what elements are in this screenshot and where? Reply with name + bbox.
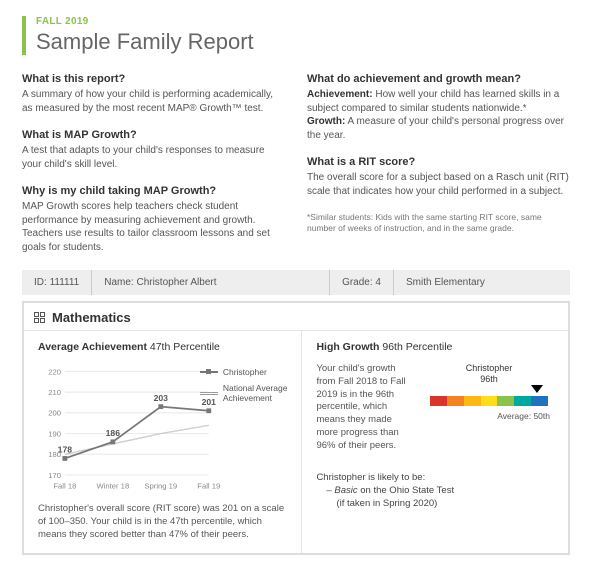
faq-columns: What is this report? A summary of how yo… bbox=[22, 73, 570, 254]
faq-q: What is MAP Growth? bbox=[22, 129, 285, 141]
info-school: Smith Elementary bbox=[394, 270, 570, 295]
info-id: ID: 111111 bbox=[22, 270, 92, 295]
faq-left: What is this report? A summary of how yo… bbox=[22, 73, 285, 254]
growth-text: A measure of your child's personal progr… bbox=[307, 116, 564, 141]
svg-text:Fall 18: Fall 18 bbox=[53, 481, 76, 490]
achievement-label: Achievement: bbox=[307, 89, 373, 100]
achievement-section: Average Achievement 47th Percentile 170 1… bbox=[24, 331, 302, 553]
faq-q: Why is my child taking MAP Growth? bbox=[22, 185, 285, 197]
faq-q: What is this report? bbox=[22, 73, 285, 85]
grid-icon bbox=[34, 312, 46, 324]
faq-q: What do achievement and growth mean? bbox=[307, 73, 570, 85]
scale-percentile: 96th bbox=[424, 374, 554, 384]
faq-a: A test that adapts to your child's respo… bbox=[22, 144, 285, 171]
student-info-bar: ID: 111111 Name: Christopher Albert Grad… bbox=[22, 270, 570, 295]
faq-a: Achievement: How well your child has lea… bbox=[307, 88, 570, 142]
term-label: FALL 2019 bbox=[36, 16, 570, 27]
projection-sub: (if taken in Spring 2020) bbox=[336, 498, 437, 509]
info-grade: Grade: 4 bbox=[330, 270, 394, 295]
svg-text:Spring 19: Spring 19 bbox=[144, 481, 177, 490]
scale-name: Christopher bbox=[424, 363, 554, 373]
svg-text:220: 220 bbox=[48, 367, 61, 376]
svg-text:178: 178 bbox=[58, 445, 73, 455]
subject-panel: Mathematics Average Achievement 47th Per… bbox=[22, 301, 570, 555]
chart-legend: Christopher National AverageAchievement bbox=[200, 367, 288, 409]
legend-national: National AverageAchievement bbox=[223, 383, 288, 403]
svg-text:200: 200 bbox=[48, 409, 61, 418]
growth-section: High Growth 96th Percentile Your child's… bbox=[302, 331, 568, 553]
svg-text:190: 190 bbox=[48, 429, 61, 438]
faq-a: MAP Growth scores help teachers check st… bbox=[22, 200, 285, 254]
faq-a: The overall score for a subject based on… bbox=[307, 171, 570, 198]
projection-intro: Christopher is likely to be: bbox=[316, 471, 554, 484]
subject-header: Mathematics bbox=[24, 303, 568, 331]
legend-student: Christopher bbox=[223, 367, 267, 377]
footnote: *Similar students: Kids with the same st… bbox=[307, 212, 570, 234]
achievement-title: Average Achievement 47th Percentile bbox=[38, 341, 287, 353]
report-title: Sample Family Report bbox=[36, 29, 570, 55]
svg-text:186: 186 bbox=[106, 428, 121, 438]
growth-title: High Growth 96th Percentile bbox=[316, 341, 554, 353]
svg-text:Fall 19: Fall 19 bbox=[197, 481, 220, 490]
svg-text:210: 210 bbox=[48, 388, 61, 397]
faq-right: What do achievement and growth mean? Ach… bbox=[307, 73, 570, 254]
growth-blurb: Your child's growth from Fall 2018 to Fa… bbox=[316, 363, 412, 453]
report-header: FALL 2019 Sample Family Report bbox=[22, 16, 570, 55]
info-name: Name: Christopher Albert bbox=[92, 270, 330, 295]
subject-name: Mathematics bbox=[52, 310, 131, 325]
growth-scale: Christopher 96th Average: 50th bbox=[424, 363, 554, 421]
marker-triangle-icon bbox=[531, 385, 543, 393]
faq-q: What is a RIT score? bbox=[307, 156, 570, 168]
rainbow-bar bbox=[429, 395, 549, 407]
svg-text:170: 170 bbox=[48, 471, 61, 480]
projection-item: – Basic on the Ohio State Test bbox=[326, 485, 454, 496]
faq-a: A summary of how your child is performin… bbox=[22, 88, 285, 115]
achievement-chart: 170180190200210220Fall 18Winter 18Spring… bbox=[38, 363, 287, 493]
svg-text:203: 203 bbox=[154, 393, 169, 403]
average-label: Average: 50th bbox=[424, 411, 554, 421]
projection: Christopher is likely to be: – Basic on … bbox=[316, 471, 554, 511]
achievement-blurb: Christopher's overall score (RIT score) … bbox=[38, 503, 287, 541]
svg-text:Winter 18: Winter 18 bbox=[96, 481, 129, 490]
growth-label: Growth: bbox=[307, 116, 345, 127]
